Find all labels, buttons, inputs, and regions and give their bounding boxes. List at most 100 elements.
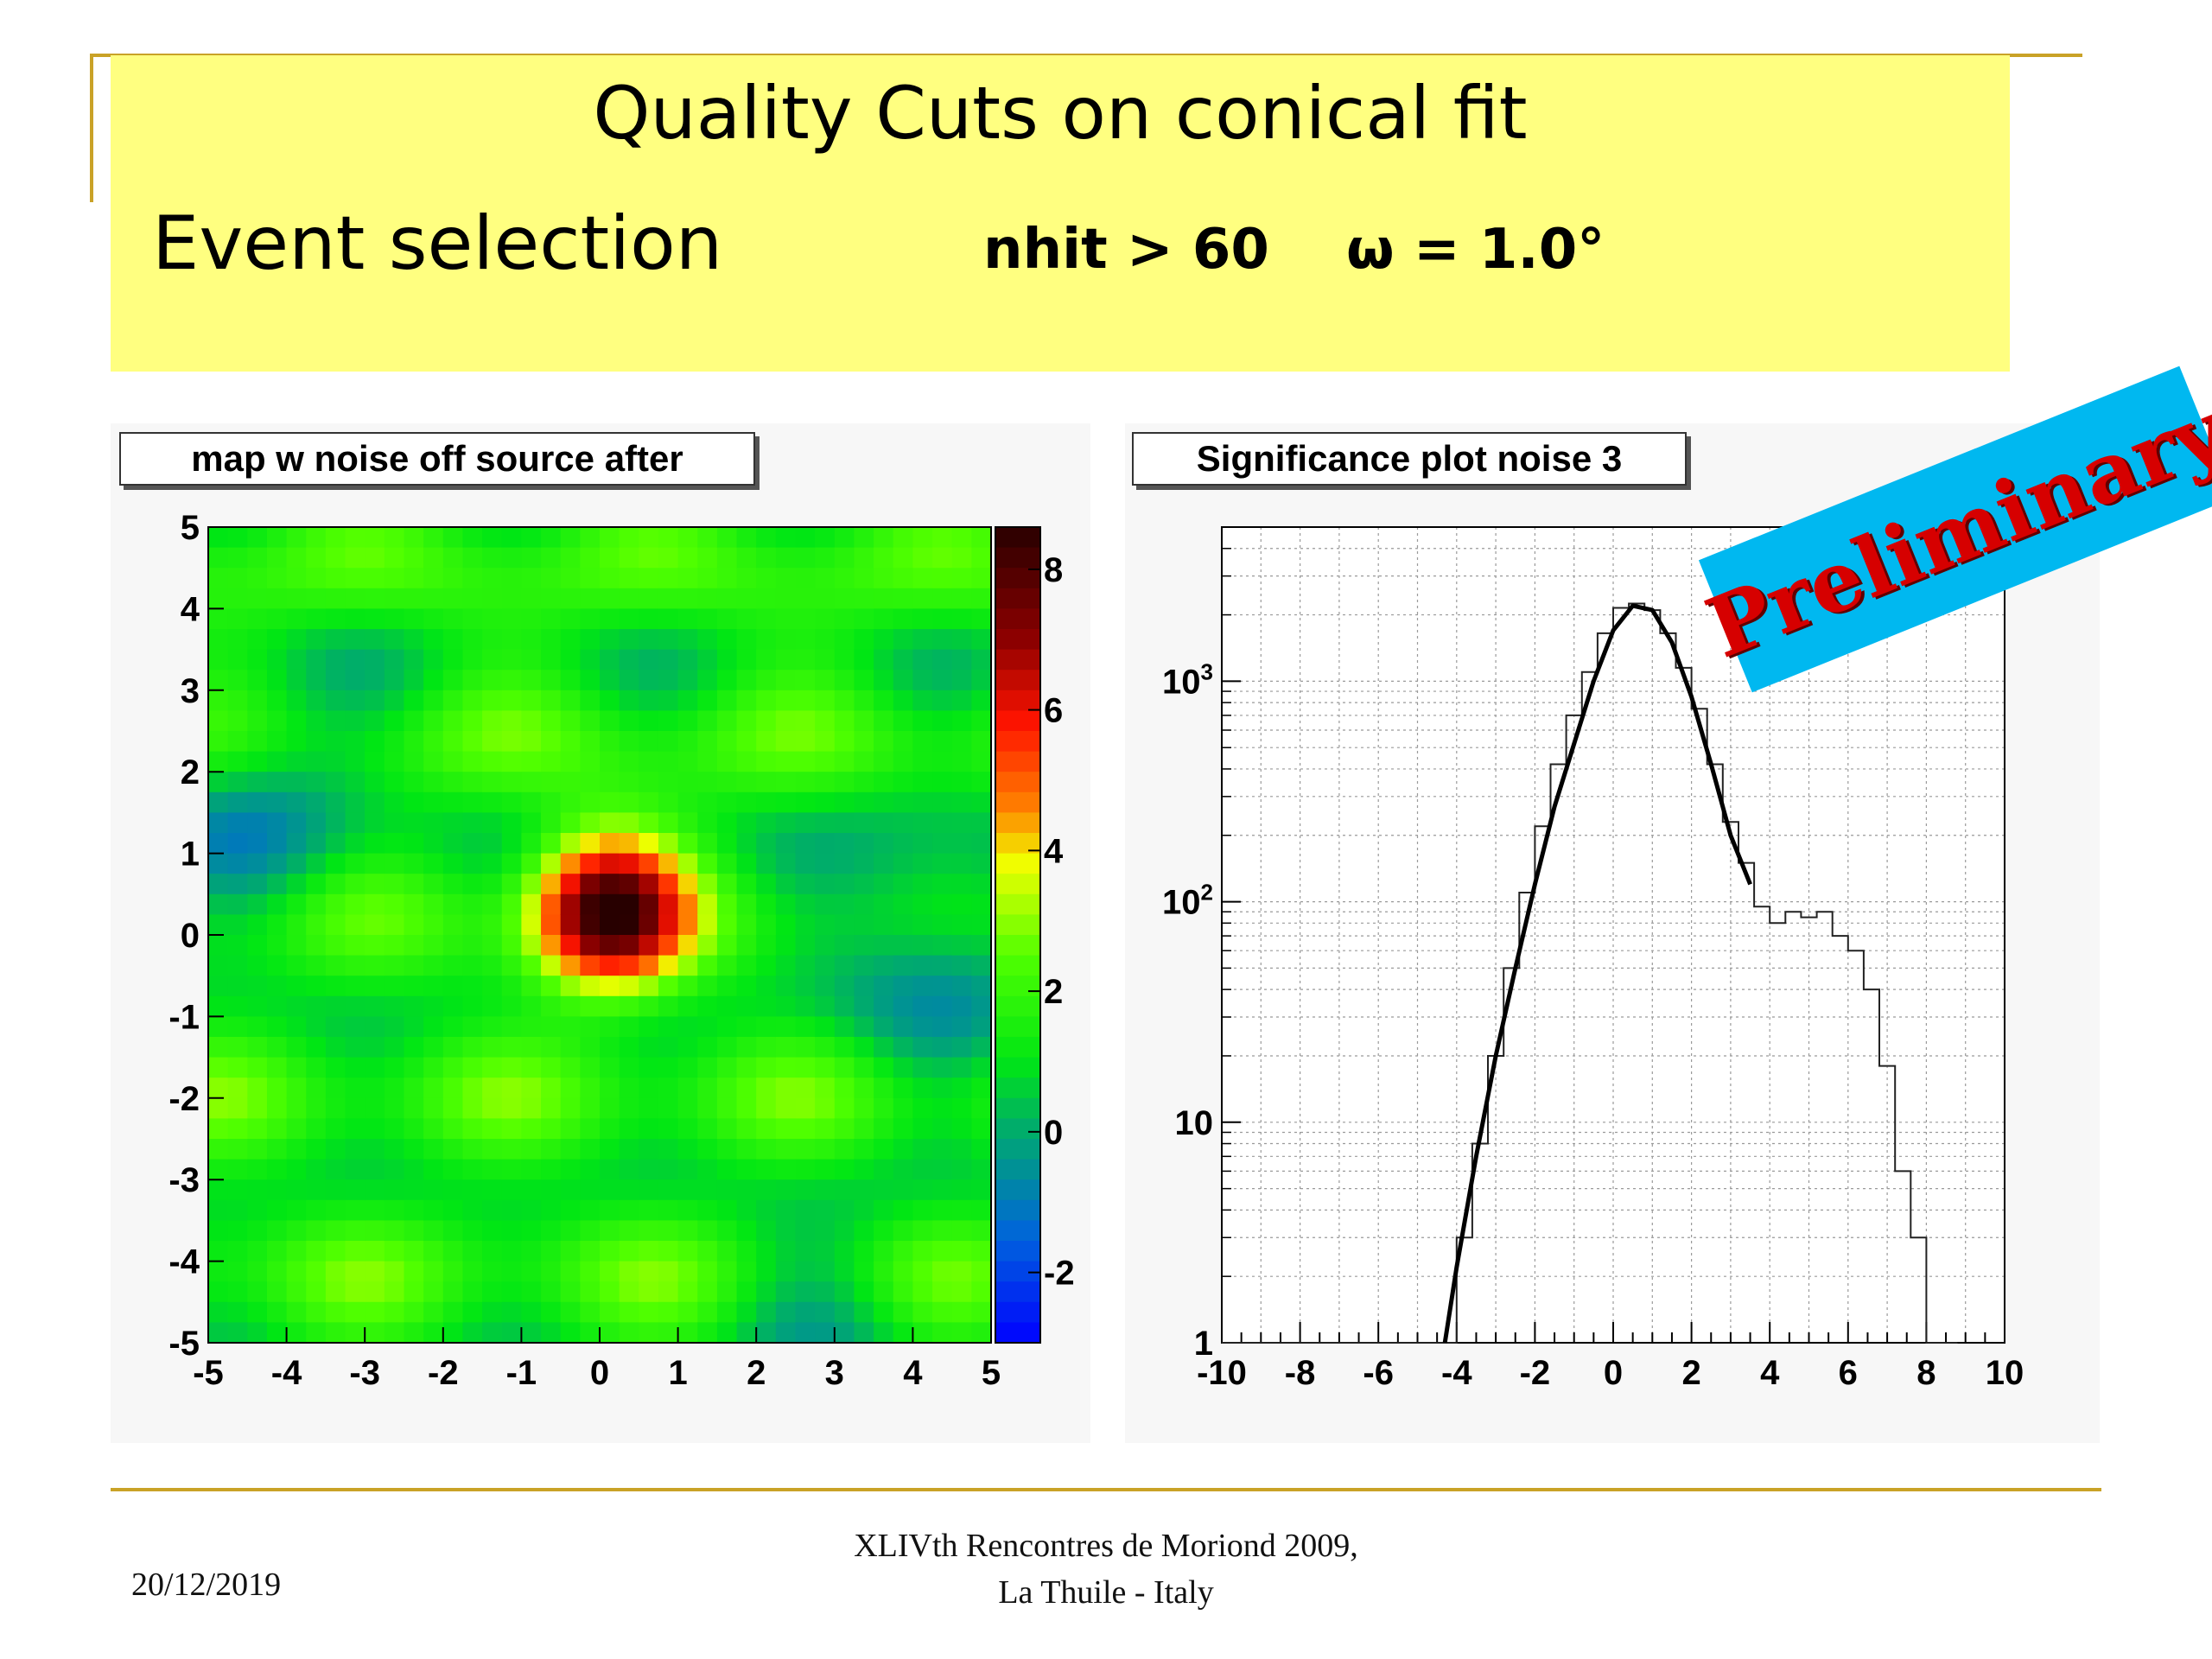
heatmap-cell — [286, 1159, 307, 1180]
heatmap-cell — [482, 893, 503, 915]
heatmap-cell — [560, 812, 581, 834]
heatmap-cell — [404, 893, 424, 915]
heatmap-cell — [951, 833, 972, 855]
heatmap-cell — [893, 1037, 913, 1058]
heatmap-cell — [501, 608, 522, 630]
heatmap-cell — [521, 608, 542, 630]
heatmap-cell — [404, 1199, 424, 1221]
hist-x-tick-label: -6 — [1363, 1354, 1394, 1392]
heatmap-cell — [541, 690, 562, 711]
heatmap-cell — [266, 1261, 288, 1282]
heatmap-cell — [384, 527, 405, 549]
heatmap-cell — [834, 1322, 855, 1344]
colorbar-frame — [995, 526, 1041, 1344]
heatmap-cell — [815, 1199, 836, 1221]
heatmap-cell — [580, 568, 601, 589]
heatmap-cell — [404, 935, 424, 957]
heatmap-cell — [658, 588, 679, 609]
heatmap-cell — [266, 833, 288, 855]
heatmap-cell — [600, 1220, 620, 1242]
heatmap-cell — [600, 1097, 620, 1119]
heatmap-cell — [442, 588, 464, 609]
heatmap-cell — [247, 527, 268, 549]
heatmap-cell — [227, 1241, 248, 1262]
heatmap-cell — [266, 588, 288, 609]
heatmap-cell — [247, 629, 268, 651]
heatmap-cell — [306, 751, 327, 772]
heatmap-cell — [619, 976, 639, 997]
heatmap-cell — [600, 853, 620, 874]
heatmap-cell — [736, 670, 757, 691]
heatmap-cell — [912, 791, 933, 813]
heatmap-cell — [874, 1057, 894, 1078]
heatmap-cell — [501, 527, 522, 549]
heatmap-cell — [541, 1241, 562, 1262]
heatmap-cell — [874, 649, 894, 671]
heatmap-cell — [580, 731, 601, 753]
heatmap-cell — [521, 1159, 542, 1180]
heatmap-cell — [932, 629, 953, 651]
heatmap-cell — [423, 1159, 444, 1180]
heatmap-cell — [932, 731, 953, 753]
heatmap-cell — [834, 1057, 855, 1078]
heatmap-cell — [893, 1322, 913, 1344]
heatmap-cell — [697, 1139, 718, 1160]
heatmap-cell — [286, 1037, 307, 1058]
heatmap-cell — [600, 690, 620, 711]
heatmap-cell — [971, 629, 992, 651]
heatmap-cell — [247, 874, 268, 895]
heatmap-cell — [736, 629, 757, 651]
heatmap-cell — [697, 893, 718, 915]
heatmap-cell — [541, 608, 562, 630]
hist-x-tick-label: 10 — [1986, 1354, 2024, 1392]
heatmap-cell — [247, 976, 268, 997]
heatmap-cell — [227, 772, 248, 793]
heatmap-cell — [639, 1199, 659, 1221]
heatmap-cell — [580, 649, 601, 671]
heatmap-cell — [306, 955, 327, 976]
heatmap-cell — [932, 995, 953, 1017]
heatmap-cell — [971, 1322, 992, 1344]
heatmap-cell — [306, 568, 327, 589]
heatmap-cell — [716, 547, 738, 569]
heatmap-cell — [580, 710, 601, 732]
heatmap-cell — [404, 1118, 424, 1140]
heatmap-cell — [736, 568, 757, 589]
heatmap-cell — [912, 853, 933, 874]
heatmap-cell — [854, 608, 874, 630]
heatmap-cell — [286, 914, 307, 936]
heatmap-cell — [736, 710, 757, 732]
heatmap-cell — [266, 1057, 288, 1078]
heatmap-cell — [716, 1097, 738, 1119]
heatmap-cell — [462, 527, 483, 549]
heatmap-cell — [482, 812, 503, 834]
heatmap-cell — [580, 955, 601, 976]
heatmap-cell — [736, 791, 757, 813]
heatmap-cell — [325, 608, 346, 630]
heatmap-cell — [404, 833, 424, 855]
heatmap-cell — [306, 690, 327, 711]
heatmap-cell — [365, 995, 385, 1017]
heatmap-cell — [854, 527, 874, 549]
heatmap-cell — [501, 1139, 522, 1160]
heatmap-cell — [442, 874, 464, 895]
heatmap-cell — [658, 1179, 679, 1201]
heatmap-cell — [932, 1139, 953, 1160]
heatmap-cell — [951, 690, 972, 711]
heatmap-cell — [619, 1016, 639, 1038]
heatmap-cell — [677, 1301, 698, 1323]
heatmap-cell — [697, 955, 718, 976]
heatmap-cell — [404, 874, 424, 895]
heatmap-cell — [482, 1179, 503, 1201]
heatmap-cell — [208, 1118, 229, 1140]
heatmap-cell — [736, 1016, 757, 1038]
heatmap-cell — [560, 1057, 581, 1078]
heatmap-cell — [227, 995, 248, 1017]
heatmap-cell — [619, 1179, 639, 1201]
heatmap-cell — [834, 935, 855, 957]
heatmap-cell — [384, 833, 405, 855]
heatmap-cell — [345, 1301, 365, 1323]
heatmap-cell — [501, 1118, 522, 1140]
heatmap-cell — [677, 1057, 698, 1078]
heatmap-cell — [482, 1077, 503, 1099]
